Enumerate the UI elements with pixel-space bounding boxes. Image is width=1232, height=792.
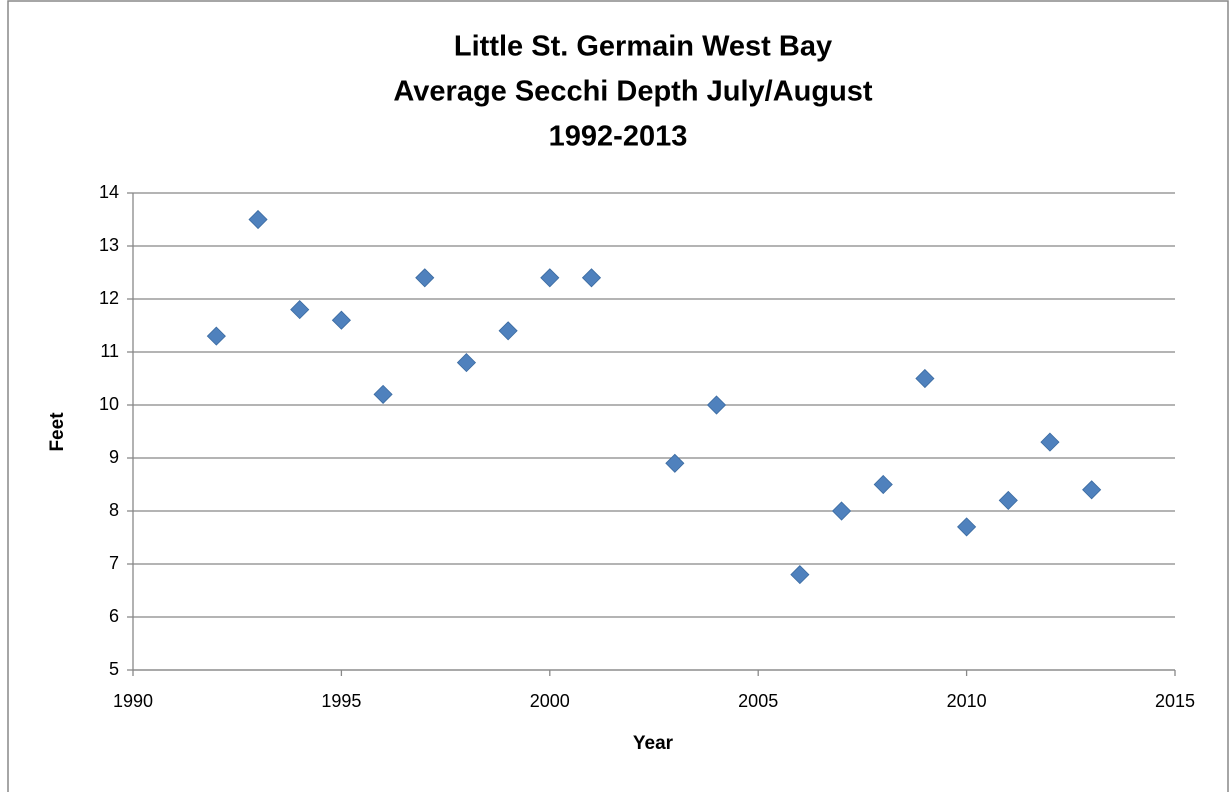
x-tick-label: 1995	[321, 691, 361, 711]
data-point	[206, 326, 226, 346]
y-tick-label: 13	[99, 235, 119, 255]
x-axis-title: Year	[633, 733, 674, 754]
data-point	[331, 310, 351, 330]
y-axis-title: Feet	[47, 412, 68, 452]
y-tick-label: 12	[99, 288, 119, 308]
chart-title: Little St. Germain West Bay	[454, 31, 832, 63]
y-tick-label: 9	[109, 447, 119, 467]
y-tick-label: 11	[100, 341, 119, 361]
data-point	[915, 368, 935, 389]
y-tick-label: 10	[99, 394, 119, 414]
data-point	[581, 268, 602, 288]
data-point	[790, 565, 810, 585]
data-point	[873, 474, 893, 495]
data-point	[415, 268, 435, 288]
data-point	[373, 384, 393, 404]
chart-frame	[7, 0, 1229, 792]
y-tick-label: 6	[109, 606, 119, 626]
data-point	[831, 501, 852, 521]
data-point	[1040, 432, 1060, 452]
x-tick-label: 2005	[738, 691, 778, 711]
data-point	[456, 353, 477, 373]
chart-title: Average Secchi Depth July/August	[393, 76, 873, 108]
data-point	[498, 321, 518, 341]
y-tick-label: 8	[109, 500, 119, 520]
x-tick-label: 2015	[1155, 691, 1195, 711]
data-point	[957, 517, 977, 537]
x-tick-label: 1990	[113, 691, 153, 711]
data-point	[1082, 480, 1102, 500]
y-tick-label: 5	[109, 659, 119, 679]
data-point	[540, 268, 560, 288]
data-point	[998, 490, 1018, 510]
x-tick-label: 2010	[947, 691, 987, 711]
x-tick-label: 2000	[530, 691, 570, 711]
data-point	[706, 395, 727, 415]
data-point	[248, 209, 268, 230]
chart-title: 1992-2013	[549, 121, 688, 153]
data-point	[665, 453, 685, 473]
data-point	[290, 300, 310, 320]
y-tick-label: 7	[109, 553, 119, 573]
y-tick-label: 14	[99, 182, 119, 202]
